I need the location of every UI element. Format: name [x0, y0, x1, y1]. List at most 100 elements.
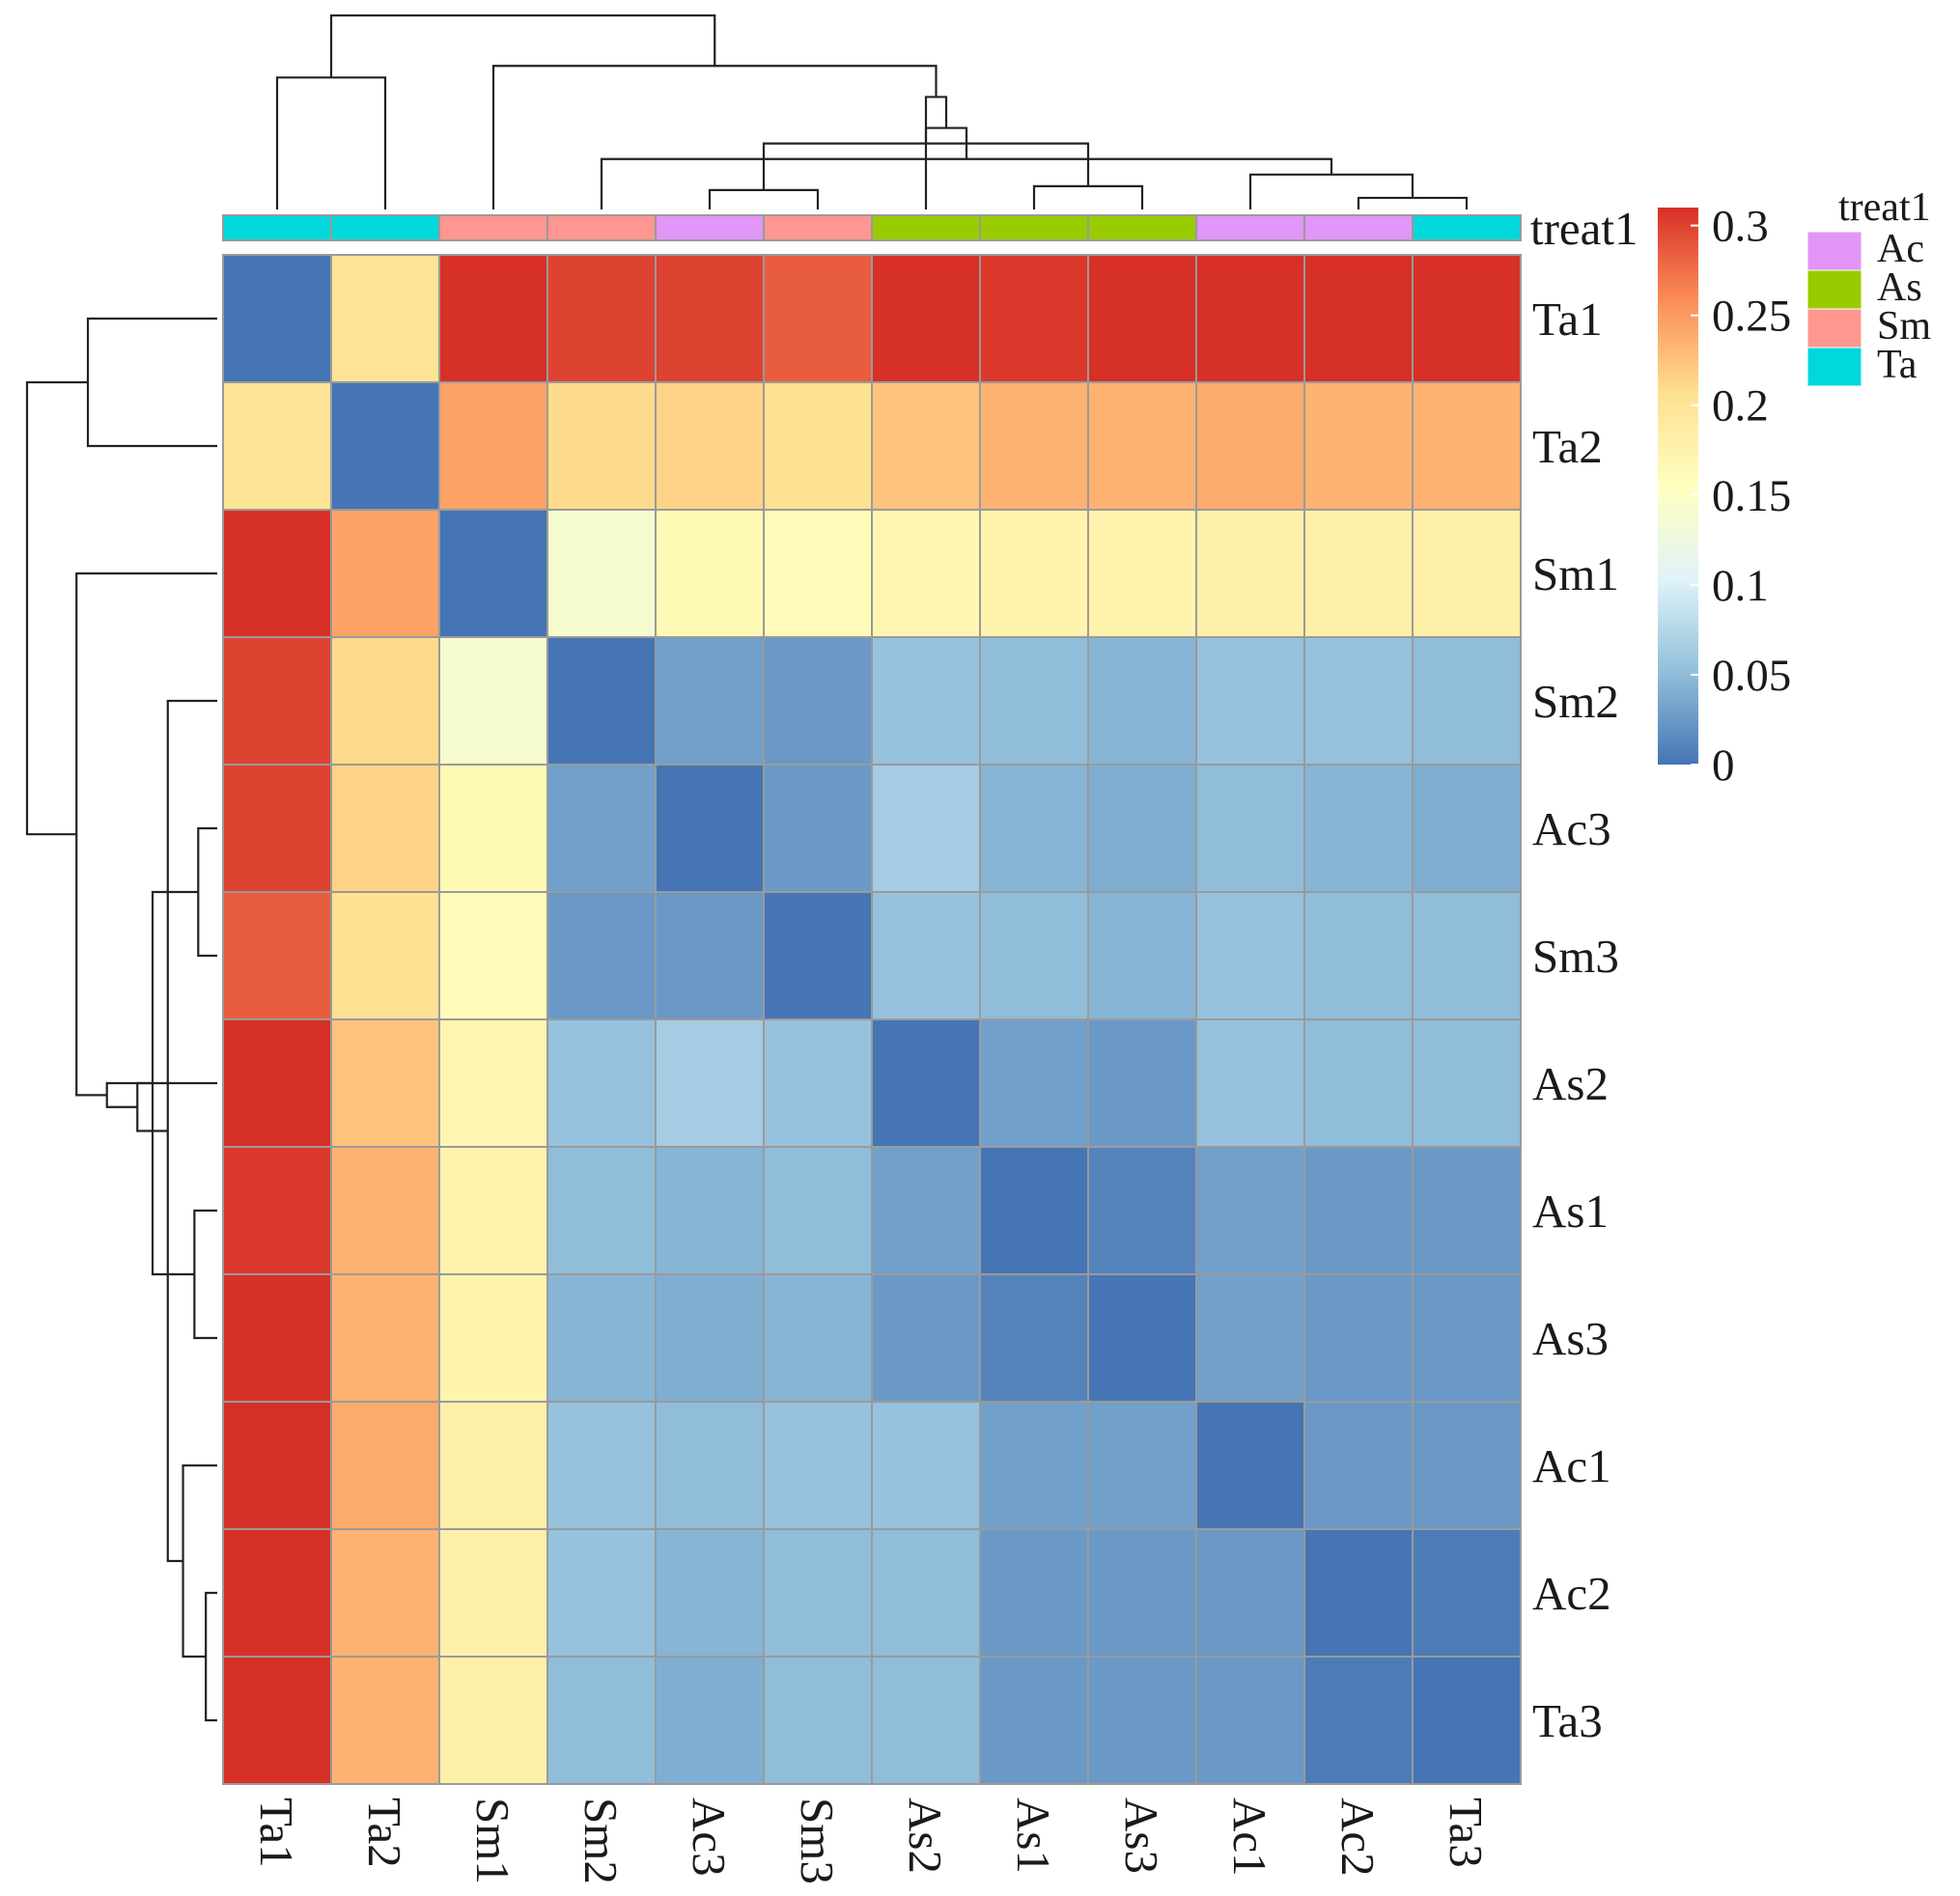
- dendrogram-branch: [1248, 173, 1414, 209]
- heatmap-cell: [1303, 1273, 1414, 1403]
- heatmap-cell: [655, 1656, 765, 1785]
- heatmap-cell: [1087, 891, 1197, 1020]
- heatmap-cell: [330, 891, 440, 1020]
- heatmap-cell: [546, 1528, 657, 1658]
- heatmap-cell: [655, 1528, 765, 1658]
- dendrogram-branch: [205, 1591, 217, 1722]
- heatmap-cell: [1303, 1401, 1414, 1530]
- heatmap-cell: [222, 764, 332, 893]
- heatmap-cell: [1303, 636, 1414, 766]
- heatmap-cell: [979, 509, 1089, 638]
- column-label: Sm3: [791, 1798, 844, 1884]
- heatmap-cell: [871, 1528, 981, 1658]
- heatmap-cell: [1087, 381, 1197, 511]
- heatmap-cell: [655, 381, 765, 511]
- heatmap-cell: [438, 1018, 548, 1148]
- heatmap-cell: [871, 1273, 981, 1403]
- heatmap-cell: [655, 764, 765, 893]
- heatmap-cell: [979, 764, 1089, 893]
- dendrogram-branch: [25, 380, 89, 836]
- heatmap-cell: [763, 764, 873, 893]
- column-dendrogram: [275, 14, 1469, 209]
- annotation-cell: [871, 214, 981, 241]
- column-label: Ac2: [1331, 1798, 1385, 1877]
- annotation-cell: [763, 214, 873, 241]
- heatmap-cell: [871, 509, 981, 638]
- colorbar-tick-label: 0.2: [1712, 381, 1769, 432]
- column-label: As1: [1007, 1798, 1060, 1874]
- heatmap-cell: [1303, 254, 1414, 383]
- legend-title: treat1: [1838, 185, 1931, 230]
- colorbar-tick-label: 0.15: [1712, 471, 1791, 521]
- heatmap-cell: [763, 1528, 873, 1658]
- dendrogram-branch: [136, 1081, 217, 1132]
- heatmap-cell: [1412, 381, 1522, 511]
- dendrogram-branch: [924, 126, 968, 209]
- heatmap-cell: [1087, 1146, 1197, 1275]
- heatmap-cell: [655, 1146, 765, 1275]
- heatmap-cell: [871, 1146, 981, 1275]
- heatmap-cell: [979, 1401, 1089, 1530]
- heatmap-cell: [1412, 1018, 1522, 1148]
- annotation-bar: [222, 214, 1522, 241]
- heatmap-cell: [871, 1018, 981, 1148]
- dendrogram-branch: [491, 65, 938, 209]
- column-label: As2: [899, 1798, 952, 1874]
- heatmap-cell: [763, 1273, 873, 1403]
- heatmap-cell: [222, 891, 332, 1020]
- row-label: Sm3: [1532, 930, 1619, 983]
- colorbar: 0.3 0.25 0.2 0.15 0.1 0.05 0: [1658, 202, 1791, 791]
- colorbar-gradient: [1658, 208, 1698, 765]
- heatmap-cell: [763, 636, 873, 766]
- heatmap-cell: [979, 1146, 1089, 1275]
- heatmap-cell: [1195, 1401, 1305, 1530]
- heatmap-cell: [871, 764, 981, 893]
- heatmap-cell: [438, 1528, 548, 1658]
- heatmap-cell: [330, 509, 440, 638]
- heatmap-cell: [1195, 254, 1305, 383]
- heatmap-cell: [655, 636, 765, 766]
- heatmap-cell: [871, 254, 981, 383]
- heatmap-cell: [1087, 1401, 1197, 1530]
- column-label: As3: [1115, 1798, 1168, 1874]
- heatmap-cell: [655, 509, 765, 638]
- dendrogram-branch: [1032, 184, 1144, 209]
- heatmap-cell: [1412, 1528, 1522, 1658]
- annotation-cell: [546, 214, 657, 241]
- heatmap-cell: [1412, 891, 1522, 1020]
- heatmap-cell: [546, 1656, 657, 1785]
- heatmap-cell: [222, 636, 332, 766]
- row-label: Ac2: [1532, 1567, 1611, 1620]
- annotation-cell: [1412, 214, 1522, 241]
- heatmap-cell: [763, 254, 873, 383]
- heatmap-cell: [438, 1273, 548, 1403]
- legend-swatch: [1806, 308, 1862, 349]
- heatmap-cell: [979, 381, 1089, 511]
- heatmap-cell: [763, 1146, 873, 1275]
- row-label: Ac3: [1532, 802, 1611, 855]
- dendrogram-branch: [329, 14, 716, 78]
- heatmap-cell: [871, 636, 981, 766]
- heatmap-cell: [546, 254, 657, 383]
- heatmap-cell: [763, 1656, 873, 1785]
- row-label: As3: [1532, 1312, 1609, 1365]
- dendrogram-branch: [600, 157, 1333, 209]
- heatmap-cell: [438, 636, 548, 766]
- colorbar-tick-label: 0.1: [1712, 561, 1769, 611]
- heatmap-cell: [222, 1528, 332, 1658]
- heatmap-cell: [1412, 636, 1522, 766]
- heatmap-cell: [979, 254, 1089, 383]
- row-label: Sm2: [1532, 675, 1619, 728]
- heatmap-cell: [330, 1656, 440, 1785]
- dendrogram-branch: [193, 1209, 217, 1340]
- heatmap-cell: [330, 254, 440, 383]
- heatmap-cell: [1195, 1273, 1305, 1403]
- colorbar-tick-label: 0.25: [1712, 292, 1791, 342]
- heatmap-cell: [1087, 509, 1197, 638]
- heatmap-cell: [1412, 254, 1522, 383]
- column-label: Ta3: [1440, 1798, 1493, 1868]
- row-label: Ta1: [1532, 293, 1603, 346]
- heatmap-cell: [871, 891, 981, 1020]
- heatmap-cell: [330, 764, 440, 893]
